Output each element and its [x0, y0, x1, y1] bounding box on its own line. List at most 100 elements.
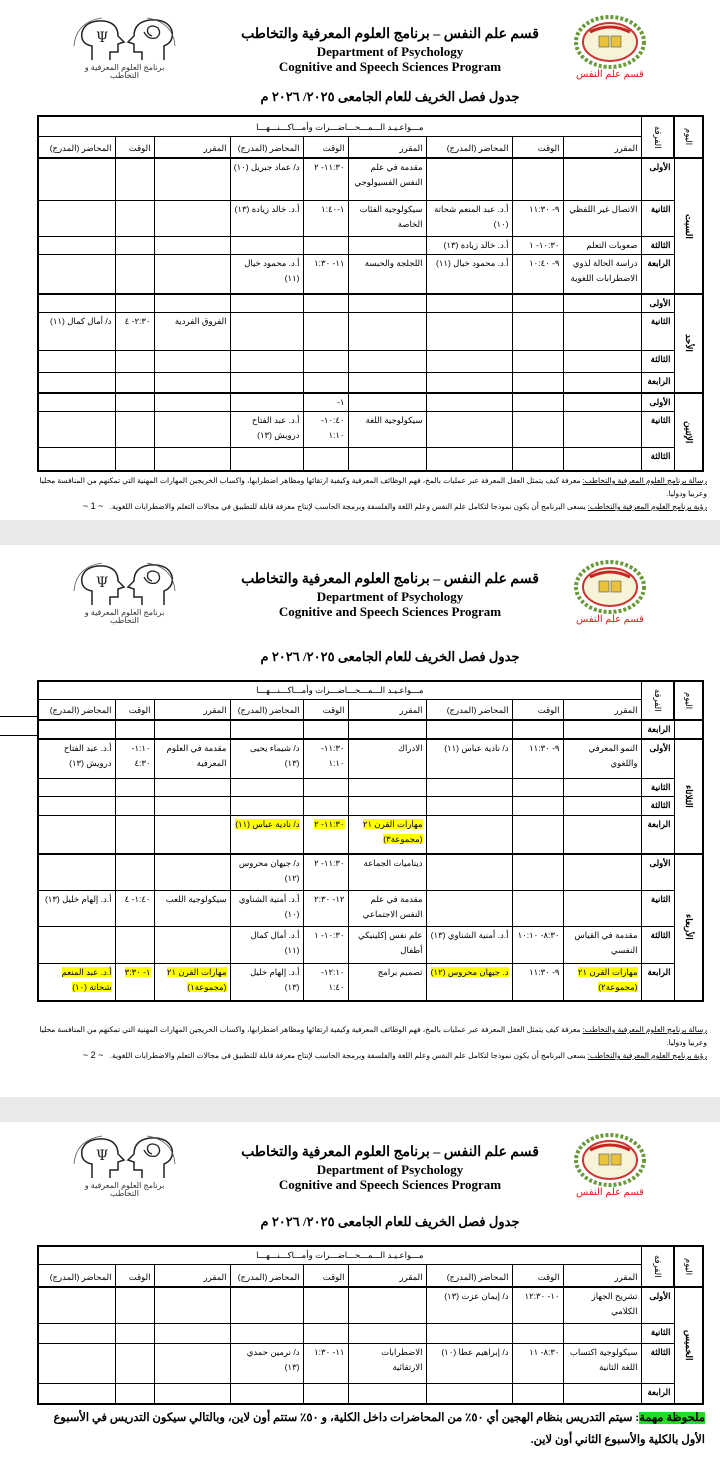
- time-text: ١١:٣٠- ٢: [314, 857, 345, 868]
- time-text: ١:١٠- ٤:٣٠: [131, 742, 151, 768]
- time-column-header: الوقت: [302, 135, 349, 159]
- logo-left-text: برنامج العلوم المعرفية و التخاطب: [84, 608, 165, 625]
- lecturer-cell: [229, 778, 304, 797]
- lecturer-cell: [37, 718, 116, 739]
- course-cell: [153, 293, 231, 313]
- lecturer-cell: د. جيهان محروس (١٢): [425, 963, 513, 1001]
- schedule-page-2: قسم علم النفس قسم علم النفس – برنامج الع…: [0, 545, 720, 1097]
- day-column-header: اليوم: [673, 1245, 704, 1287]
- lecturer-cell: أ.د. عبد الفتاح درويش (١٣): [229, 410, 304, 448]
- time-cell: ١١- ١:٣٠: [302, 253, 349, 295]
- course-cell: [562, 718, 642, 739]
- schedule-title: جدول فصل الخريف للعام الجامعى ٢٠٢٥/ ٢٠٢٦…: [260, 649, 520, 664]
- time-cell: [302, 372, 349, 393]
- department-title-en: Department of Psychology: [316, 44, 464, 59]
- course-text: الفروق الفردية: [174, 316, 227, 326]
- time-cell: [302, 312, 349, 351]
- time-text: ١١:٣٠- ٢: [314, 819, 345, 829]
- table-row: الثالثة مقدمة في القياس النفسي ٨:٣٠- ١٠:١٠…: [37, 926, 703, 964]
- lecturer-text: د/ جيهان محروس (١٢): [238, 857, 300, 883]
- lecturer-cell: أ.د. عبد الفتاح درويش (١٣): [37, 737, 116, 779]
- period-cell: الأولى: [640, 157, 675, 201]
- period-cell: الرابعة: [640, 372, 675, 393]
- lecturer-cell: [425, 312, 513, 351]
- period-cell: الثانية: [640, 778, 675, 797]
- course-cell: مهارات القرن ٢١ (مجموعة١): [153, 963, 231, 1001]
- time-cell: [511, 852, 564, 891]
- time-cell: [302, 446, 349, 472]
- course-cell: ديناميات الجماعة: [347, 852, 427, 891]
- table-row: الثالثة: [37, 446, 703, 472]
- course-cell: [347, 446, 427, 472]
- course-cell: [153, 157, 231, 201]
- time-cell: ١-١:٤٠: [302, 199, 349, 237]
- lecturer-cell: [37, 235, 116, 255]
- lecturer-text: أ.د. عبد الفتاح درويش (١٣): [63, 742, 112, 768]
- psychology-heads-icon: Ψ: [73, 562, 176, 605]
- course-cell: [153, 350, 231, 373]
- period-cell: الثانية: [640, 312, 675, 351]
- course-cell: [153, 1285, 231, 1324]
- vision-label: رؤية برنامج العلوم المعرفية والتخاطب:: [587, 1051, 707, 1060]
- time-cell: ١٠:٣٠- ١: [511, 235, 564, 255]
- course-cell: [562, 312, 642, 351]
- time-cell: ١:١٠- ٤:٣٠: [114, 737, 155, 779]
- time-text: ١- ٣:٣٠: [124, 967, 151, 977]
- time-cell: [114, 852, 155, 891]
- department-title-en: Department of Psychology: [316, 1162, 464, 1177]
- lecturer-cell: [37, 796, 116, 816]
- lecturer-cell: [425, 815, 513, 854]
- table-row: الأحد الأولى: [37, 293, 704, 393]
- time-text: ١:٤٠- ٤: [124, 894, 151, 904]
- wreath-emblem-icon: [574, 1133, 646, 1187]
- course-cell: [153, 253, 231, 295]
- course-cell: [562, 852, 642, 891]
- lecturer-cell: [425, 446, 513, 472]
- column-header-row: المقرر الوقت المحاضر (المدرج) المقرر الوقت ال…: [37, 135, 703, 159]
- course-text: دراسة الحالة لذوي الاضطرابات اللغوية: [570, 257, 638, 283]
- course-cell: [347, 796, 427, 816]
- time-cell: ٢:٣٠- ٤: [114, 312, 155, 351]
- time-cell: ١١:٣٠- ٢: [302, 852, 349, 891]
- course-cell: مهارات القرن ٢١ (مجموعة٣): [347, 815, 427, 854]
- table-row: الثانية سيكولوجية اللغة ١٠:٤٠- ١:١٠ أ.د. عب…: [37, 410, 703, 448]
- column-header-row: المقرر الوقت المحاضر (المدرج) المقرر الوقت ال…: [37, 699, 703, 720]
- lecturer-cell: [229, 1323, 304, 1344]
- program-logo: Ψ برنامج العلوم المعرفية و التخاطب: [72, 16, 177, 86]
- department-title-ar: قسم علم النفس – برنامج العلوم المعرفية و…: [241, 572, 539, 587]
- lecturer-cell: أ.د. محمود خيال (١١): [229, 253, 304, 295]
- lecturer-cell: [37, 446, 116, 472]
- lecturer-cell: د/ عماد جبريل (١٠): [229, 157, 304, 201]
- lecturer-cell: [425, 852, 513, 891]
- course-text: تصميم برامج: [377, 967, 423, 977]
- course-text: علم نفس إكلينيكي أطفال: [358, 930, 423, 955]
- time-cell: [302, 796, 349, 816]
- time-cell: ٩- ١١:٣٠: [511, 199, 564, 237]
- level-column-header: الفرقة: [640, 115, 675, 159]
- course-cell: مقدمة في علم النفس الاجتماعي: [347, 890, 427, 927]
- lecturer-column-header: المحاضر (المدرج): [37, 1264, 116, 1287]
- table-row: الرابعة: [37, 1383, 703, 1404]
- lecturer-cell: [37, 157, 116, 201]
- table-row: الرابعة مهارات القرن ٢١ (مجموعة٢) ٩- ١١:٣٠…: [37, 963, 703, 1001]
- course-text: مقدمة في القياس النفسي: [574, 930, 638, 955]
- course-cell: [562, 446, 642, 472]
- time-text: ١٢:١٠- ١:٤٠: [321, 967, 345, 992]
- lecturer-cell: أ.د. عبد المنعم شحاتة (١٠): [425, 199, 513, 237]
- period-cell: الثانية: [640, 1323, 675, 1344]
- lecturer-cell: [425, 293, 513, 313]
- period-cell: الرابعة: [640, 253, 675, 295]
- time-column-header: الوقت: [302, 699, 349, 720]
- time-cell: [302, 778, 349, 797]
- course-cell: [347, 350, 427, 373]
- time-cell: ٩- ١١:٣٠: [511, 963, 564, 1001]
- course-cell: صعوبات التعلم: [562, 235, 642, 255]
- lecturer-cell: أ.د. محمود خيال (١١): [425, 253, 513, 295]
- day-cell: الإثنين: [673, 391, 704, 472]
- period-cell: الثالثة: [640, 926, 675, 964]
- time-text: ١-: [337, 396, 345, 407]
- table-row: الثانية: [37, 778, 703, 797]
- time-text: ١١- ١:٣٠: [314, 1347, 345, 1357]
- table-row: الثالثة سيكولوجية اكتساب اللغة الثانية ٨:٣…: [37, 1343, 703, 1384]
- lecturer-text: د/ شيماء يحيى (١٣): [249, 742, 300, 768]
